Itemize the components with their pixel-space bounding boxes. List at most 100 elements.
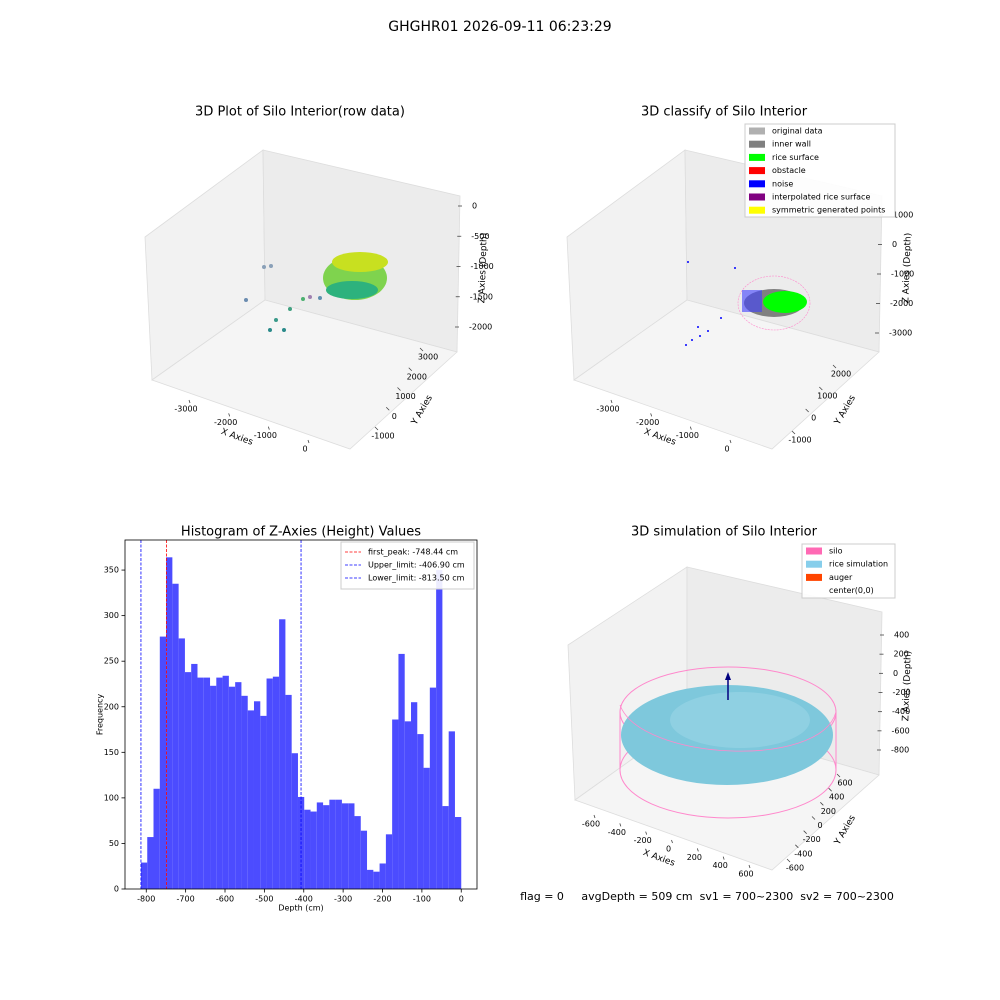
bar — [442, 806, 449, 889]
x-tick-label: 0 — [724, 445, 729, 454]
tick-mark — [689, 426, 692, 430]
legend-label: interpolated rice surface — [772, 193, 870, 202]
x-tick-label: -100 — [413, 895, 431, 904]
chart-title: 3D simulation of Silo Interior — [631, 525, 818, 540]
point-cloud — [685, 261, 811, 346]
x-tick-label: -600 — [582, 820, 600, 829]
bar — [153, 788, 160, 889]
tick-mark — [803, 830, 807, 834]
legend-swatch — [806, 560, 822, 568]
legend-label: obstacle — [772, 166, 806, 175]
legend-box — [744, 123, 896, 218]
z-tick-label: -1500 — [470, 292, 493, 301]
bar — [341, 803, 349, 889]
y-tick-label: -1000 — [371, 432, 394, 441]
bar — [354, 816, 361, 889]
tick-mark — [645, 831, 648, 835]
x-tick-label: -500 — [255, 895, 273, 904]
bar — [310, 811, 317, 889]
y-tick-label: -1000 — [788, 436, 811, 445]
bar — [323, 805, 330, 889]
z-tick-label: -400 — [892, 707, 910, 716]
legend-swatch — [806, 547, 822, 555]
x-tick-label: 0 — [666, 845, 671, 854]
y-tick-label: -400 — [794, 849, 812, 858]
bar — [260, 715, 267, 889]
y-tick-label: 600 — [837, 779, 852, 788]
bar — [335, 799, 342, 889]
x-tick-label: 200 — [687, 853, 702, 862]
z-tick-label: -800 — [891, 746, 909, 755]
bar — [411, 702, 418, 889]
legend-label: silo — [829, 547, 843, 556]
bar — [379, 863, 386, 889]
x-tick-label: -400 — [295, 895, 313, 904]
y-tick-label: 0 — [392, 412, 397, 421]
tick-mark — [619, 823, 622, 827]
legend-box — [340, 541, 475, 590]
bar — [348, 803, 355, 889]
axes-frame — [124, 539, 478, 890]
tick-mark — [820, 802, 824, 806]
tick-mark — [408, 367, 413, 372]
legend-swatch — [806, 573, 822, 581]
bar — [253, 701, 261, 889]
z-tick-label: 0 — [893, 669, 898, 678]
bar — [454, 817, 462, 889]
y-tick-label: 3000 — [418, 353, 438, 362]
legend-label: noise — [772, 179, 793, 188]
y-tick-label: -200 — [803, 835, 821, 844]
bar — [448, 731, 455, 889]
legend-label: Upper_limit: -406.90 cm — [368, 561, 465, 570]
x-tick-label: -300 — [334, 895, 352, 904]
x-tick-label: -200 — [634, 836, 652, 845]
z-tick-label: -500 — [471, 232, 489, 241]
bar — [191, 663, 198, 889]
legend-swatch — [749, 180, 765, 188]
bar — [159, 636, 167, 889]
bar — [392, 719, 399, 889]
tick-mark — [729, 439, 732, 444]
bar — [367, 869, 374, 889]
x-tick-label: -2000 — [214, 418, 237, 427]
y-tick-label: 200 — [104, 702, 119, 711]
tick-mark — [593, 814, 596, 819]
y-tick-label: -600 — [786, 864, 804, 873]
legend-label: auger — [829, 573, 853, 582]
legend-label: Lower_limit: -813.50 cm — [368, 574, 465, 583]
z-tick-label: -1000 — [471, 262, 494, 271]
bar — [241, 695, 248, 889]
bar — [272, 676, 280, 889]
y-tick-label: 0 — [114, 885, 119, 894]
z-axis-label: Z Axies (Depth) — [901, 651, 913, 722]
bar — [178, 638, 185, 889]
legend-label: rice simulation — [829, 560, 888, 569]
chart-title: 3D Plot of Silo Interior(row data) — [195, 105, 405, 120]
bar — [285, 694, 292, 889]
y-tick-label: 400 — [829, 793, 844, 802]
tick-mark — [374, 426, 379, 431]
x-tick-label: -600 — [216, 895, 234, 904]
x-tick-label: -800 — [137, 895, 155, 904]
tick-mark — [696, 848, 699, 852]
y-tick-label: 0 — [811, 414, 816, 423]
bar — [235, 682, 242, 889]
y-tick-label: 300 — [104, 611, 119, 620]
surface — [619, 666, 837, 819]
x-tick-label: 0 — [302, 445, 307, 454]
bar — [266, 678, 273, 889]
z-tick-label: -200 — [893, 688, 911, 697]
z-tick-label: 400 — [894, 631, 909, 640]
tick-mark — [267, 426, 270, 430]
tick-mark — [811, 816, 816, 820]
tick-mark — [385, 406, 390, 411]
bar — [429, 687, 437, 889]
y-tick-label: 200 — [821, 807, 836, 816]
tick-mark — [671, 839, 673, 844]
point-cloud — [244, 252, 388, 332]
bar — [436, 570, 443, 889]
x-axis-label: Depth (cm) — [278, 904, 323, 913]
bar — [210, 685, 217, 889]
y-tick-label: 350 — [104, 566, 119, 575]
z-tick-label: 200 — [894, 650, 909, 659]
